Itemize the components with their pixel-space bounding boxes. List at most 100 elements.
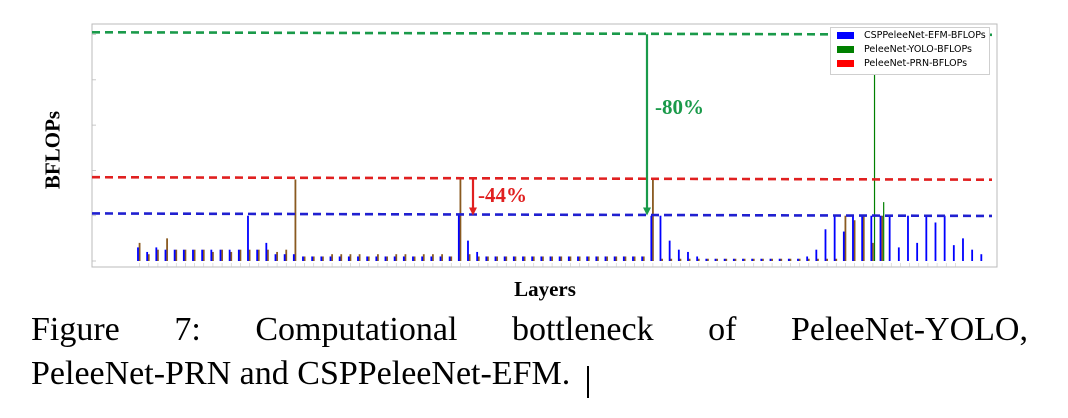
bar [496,256,498,261]
bar [542,256,544,261]
bar [239,249,242,261]
bar [888,215,891,261]
bar [303,256,306,261]
bar [384,256,387,261]
bar [743,258,746,261]
bar [817,258,819,261]
bar [146,251,149,261]
bar [787,258,790,261]
bar [806,256,809,261]
bar [578,256,581,261]
bar [861,215,864,261]
bar [210,249,213,261]
bar [826,258,828,261]
bar [560,256,563,261]
bar [659,215,662,261]
bar [267,249,269,261]
bar [237,249,240,261]
bar [532,256,535,261]
legend-label: PeleeNet-PRN-BFLOPs [864,57,968,69]
bar [881,215,883,261]
bar [192,249,194,261]
caption-word: of [708,311,737,348]
bar [595,256,598,261]
caption-line-1: Figure 7: Computational bottleneck of Pe… [31,308,1028,352]
bar [276,251,278,261]
bar [815,249,818,261]
bar [366,256,369,261]
bar [833,215,836,261]
bar [531,256,534,261]
legend-swatch [837,31,854,39]
bar [393,256,396,261]
bar [467,240,469,261]
bar [742,258,744,261]
bar [586,256,589,261]
legend-swatch [837,59,854,67]
bar [503,256,506,261]
bar [367,256,370,261]
bar [688,258,691,261]
bar [633,256,636,261]
bar [751,258,754,261]
bar [540,256,543,261]
bar [752,258,755,261]
bar [769,258,772,261]
legend-label: PeleeNet-YOLO-BFLOPs [864,43,973,55]
arrow-head [469,207,477,216]
bar [670,258,673,261]
bar [705,258,708,261]
bar [422,254,425,261]
bar [807,258,810,261]
bar [934,222,937,261]
bar [916,242,919,261]
bar [734,258,737,261]
bar [971,249,974,261]
bar [762,258,764,261]
bar [265,242,268,261]
bar [677,249,680,261]
bar [441,254,443,261]
y-axis-label: BFLOPs [40,110,65,190]
bar [696,256,699,261]
bar [157,249,159,261]
bar [853,220,856,261]
bar [439,256,442,261]
bar [219,249,222,261]
bar [604,256,607,261]
bar [512,256,515,261]
bar [980,254,983,261]
bar [725,258,728,261]
bar [852,215,854,261]
bar [668,240,671,261]
bar [771,258,773,261]
bar [760,258,763,261]
bar [377,254,379,261]
bar [421,256,424,261]
bar [432,254,434,261]
legend-swatch [837,45,854,53]
bar [349,254,352,261]
bar [248,249,251,261]
bar [283,254,286,261]
bar [147,254,150,261]
bar [312,256,315,261]
bar [615,256,618,261]
bar [862,215,865,261]
reference-lines [91,30,993,218]
bar [448,256,451,261]
bar [338,256,341,261]
bar [844,215,847,261]
bar [952,245,955,261]
text-cursor [587,366,589,398]
bar [569,256,572,261]
bar [714,258,717,261]
legend-item: PeleeNet-YOLO-BFLOPs [837,42,989,56]
bar [716,258,718,261]
bar [138,242,141,261]
reference-line [91,30,993,37]
figure-caption: Figure 7: Computational bottleneck of Pe… [31,308,1028,396]
bar [357,256,359,261]
caption-word: Computational [255,311,458,348]
bar [184,249,187,261]
